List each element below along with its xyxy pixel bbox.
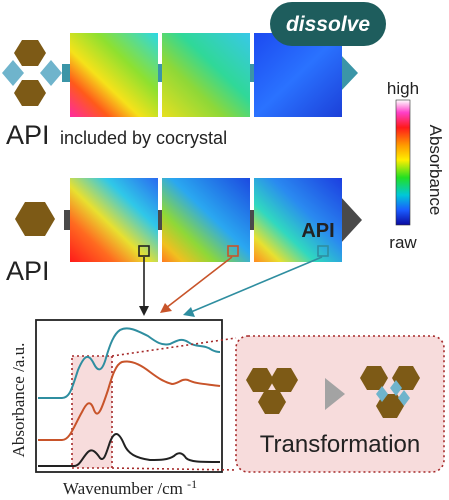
cocrystal-icon: [2, 40, 62, 106]
middle-caption-api: API: [6, 256, 50, 286]
heatmap-cocrystal-3: [254, 33, 342, 117]
highlight-band: [71, 355, 113, 469]
top-caption: API included by cocrystal: [6, 120, 227, 150]
heatmap-cocrystal-1: [70, 33, 158, 117]
sample-marker-teal: [317, 245, 329, 257]
top-caption-api: API: [6, 120, 50, 150]
coformer-diamond-icon: [2, 60, 24, 86]
spectrum-trace-black: [38, 433, 221, 467]
coformer-diamond-icon: [376, 386, 388, 402]
spectrum-xlabel: Wavenumber /cm -1: [63, 477, 197, 498]
pointer-arrows: [139, 256, 323, 317]
spectrum-plot: Absorbance /a.u. Wavenumber /cm -1: [9, 319, 223, 498]
cocrystal-after: [360, 366, 420, 418]
dissolve-badge: [270, 2, 386, 46]
transformation-label: Transformation: [260, 431, 421, 458]
spectrum-xlabel-sup: -1: [187, 477, 197, 491]
colorbar-high-label: high: [387, 79, 419, 98]
api-hexagon-icon: [14, 40, 46, 66]
sample-marker-orange: [227, 245, 239, 257]
spectrum-trace-orange: [38, 360, 221, 441]
api-hexagon-icon: [258, 390, 286, 414]
top-caption-rest: included by cocrystal: [60, 128, 227, 148]
pointer-arrowhead-black: [139, 306, 149, 316]
transformation-arrow-icon: [325, 378, 345, 410]
coformer-diamond-icon: [390, 380, 402, 396]
spectrum-frame: [35, 319, 223, 473]
zoom-connector-bottom: [111, 467, 237, 471]
api-hexagon-icon: [270, 368, 298, 392]
middle-row: API API: [6, 178, 362, 286]
transformation-panel: Transformation: [235, 335, 445, 473]
api-hexagon-icon: [360, 366, 388, 390]
api-hexagon-icon: [14, 80, 46, 106]
top-row: dissolve API included by cocrystal: [2, 2, 386, 150]
pointer-arrow-teal: [190, 256, 323, 313]
spectrum-trace-teal: [38, 327, 221, 399]
pointer-arrowhead-orange: [160, 303, 172, 313]
dissolve-badge-label: dissolve: [286, 13, 370, 36]
colorbar-title: Absorbance: [426, 125, 445, 216]
api-crystal-before: [246, 368, 298, 414]
heatmap-cocrystal-2: [162, 33, 250, 117]
pointer-arrow-orange: [165, 256, 233, 309]
zoom-connectors: [111, 337, 237, 471]
spectrum-xlabel-main: Wavenumber /cm: [63, 479, 183, 498]
api-hexagon-icon: [15, 202, 55, 236]
colorbar: high raw Absorbance: [387, 79, 445, 252]
heatmap-api-1: [70, 178, 158, 262]
heatmap-api-2: [162, 178, 250, 262]
sample-marker-black: [138, 245, 150, 257]
coformer-diamond-icon: [40, 60, 62, 86]
colorbar-gradient: [395, 99, 411, 226]
colorbar-low-label: raw: [389, 233, 417, 252]
heatmap-api-label: API: [301, 220, 334, 242]
pointer-arrowhead-teal: [183, 307, 195, 317]
api-hexagon-icon: [246, 368, 274, 392]
coformer-diamond-icon: [398, 390, 410, 406]
spectrum-ylabel: Absorbance /a.u.: [9, 343, 28, 458]
zoom-connector-top: [111, 337, 237, 357]
